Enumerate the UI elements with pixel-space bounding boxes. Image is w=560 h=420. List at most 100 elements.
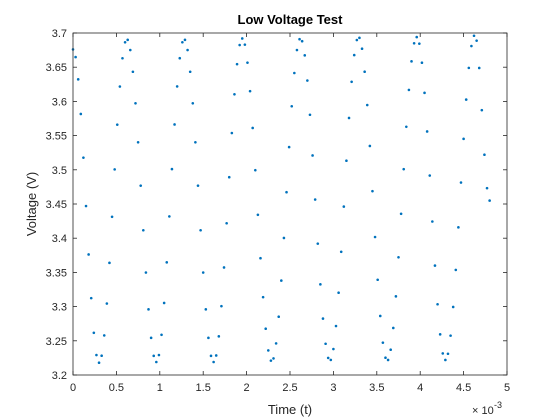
data-point	[428, 174, 432, 177]
data-point	[376, 278, 379, 282]
data-point	[217, 335, 221, 338]
data-point	[147, 308, 150, 311]
data-point	[431, 220, 434, 223]
data-point	[457, 226, 460, 229]
y-tick-label: 3.2	[52, 370, 67, 382]
data-point	[136, 140, 140, 144]
data-point	[214, 354, 218, 357]
data-point	[269, 359, 273, 362]
data-point	[173, 123, 176, 126]
data-point	[402, 167, 406, 171]
y-tick-label: 3.45	[46, 199, 67, 211]
data-point	[144, 271, 148, 274]
data-point	[222, 266, 226, 269]
data-point	[386, 358, 390, 362]
data-point	[89, 296, 93, 300]
data-point	[412, 41, 416, 45]
data-point	[165, 261, 169, 264]
data-point	[391, 326, 395, 330]
data-point	[350, 80, 353, 84]
data-point	[272, 357, 275, 360]
data-point	[308, 113, 312, 117]
data-point	[378, 314, 382, 318]
data-point	[316, 242, 320, 245]
data-point	[365, 103, 369, 107]
data-point	[345, 159, 348, 163]
data-point	[243, 43, 247, 46]
data-point	[436, 302, 439, 306]
data-point	[352, 53, 356, 57]
data-point	[142, 228, 145, 232]
data-point	[212, 360, 215, 364]
data-point	[477, 66, 481, 70]
data-point	[84, 204, 88, 208]
data-point	[123, 40, 127, 44]
data-point	[261, 295, 265, 299]
data-point	[311, 154, 314, 157]
data-point	[332, 347, 335, 351]
x-tick-label: 1.5	[196, 382, 211, 394]
data-point	[246, 61, 249, 64]
data-point	[168, 215, 171, 218]
data-point	[227, 175, 231, 179]
y-axis-label: Voltage (V)	[24, 172, 39, 236]
data-point	[295, 48, 299, 52]
data-point	[82, 156, 85, 159]
data-point	[175, 85, 179, 88]
data-point	[97, 361, 101, 364]
data-point	[488, 199, 491, 202]
data-point	[415, 35, 419, 39]
data-point	[131, 70, 135, 74]
data-point	[196, 184, 200, 187]
data-point	[313, 198, 317, 201]
data-point	[108, 261, 111, 265]
data-point	[454, 268, 458, 272]
data-point	[483, 153, 486, 157]
data-point	[334, 324, 338, 328]
x-tick-label: 2.5	[282, 382, 297, 394]
y-tick-label: 3.65	[46, 62, 67, 74]
data-point	[157, 353, 161, 357]
data-point	[128, 48, 132, 52]
data-point	[76, 78, 80, 81]
data-point	[444, 358, 447, 362]
data-point	[472, 34, 476, 38]
data-point	[194, 140, 197, 144]
data-points	[71, 34, 491, 364]
data-point	[100, 354, 103, 358]
data-point	[251, 126, 254, 130]
data-point	[306, 79, 309, 82]
data-point	[347, 116, 351, 120]
data-point	[363, 70, 366, 74]
data-point	[209, 354, 213, 358]
data-point	[256, 213, 260, 217]
data-point	[259, 256, 262, 260]
x-tick-label: 3.5	[369, 382, 384, 394]
data-point	[459, 181, 463, 184]
data-point	[298, 37, 301, 41]
data-point	[183, 38, 187, 42]
data-point	[446, 352, 450, 356]
plot-area	[73, 33, 507, 375]
data-point	[225, 221, 228, 225]
data-point	[134, 102, 137, 105]
data-point	[181, 40, 184, 44]
data-point	[188, 70, 192, 74]
data-point	[319, 283, 322, 286]
x-tick-label: 3	[330, 382, 336, 394]
data-point	[199, 228, 202, 232]
data-point	[342, 205, 346, 208]
data-point	[467, 66, 471, 70]
data-point	[355, 38, 359, 42]
data-point	[368, 144, 372, 148]
data-point	[282, 236, 286, 240]
data-point	[464, 98, 468, 101]
data-point	[280, 279, 283, 282]
data-point	[233, 93, 236, 96]
x-tick-label: 4	[417, 382, 423, 394]
x-axis-label: Time (t)	[268, 402, 312, 417]
x-tick-label: 5	[504, 382, 510, 394]
data-point	[160, 333, 163, 337]
data-point	[191, 102, 195, 105]
data-point	[238, 43, 241, 47]
